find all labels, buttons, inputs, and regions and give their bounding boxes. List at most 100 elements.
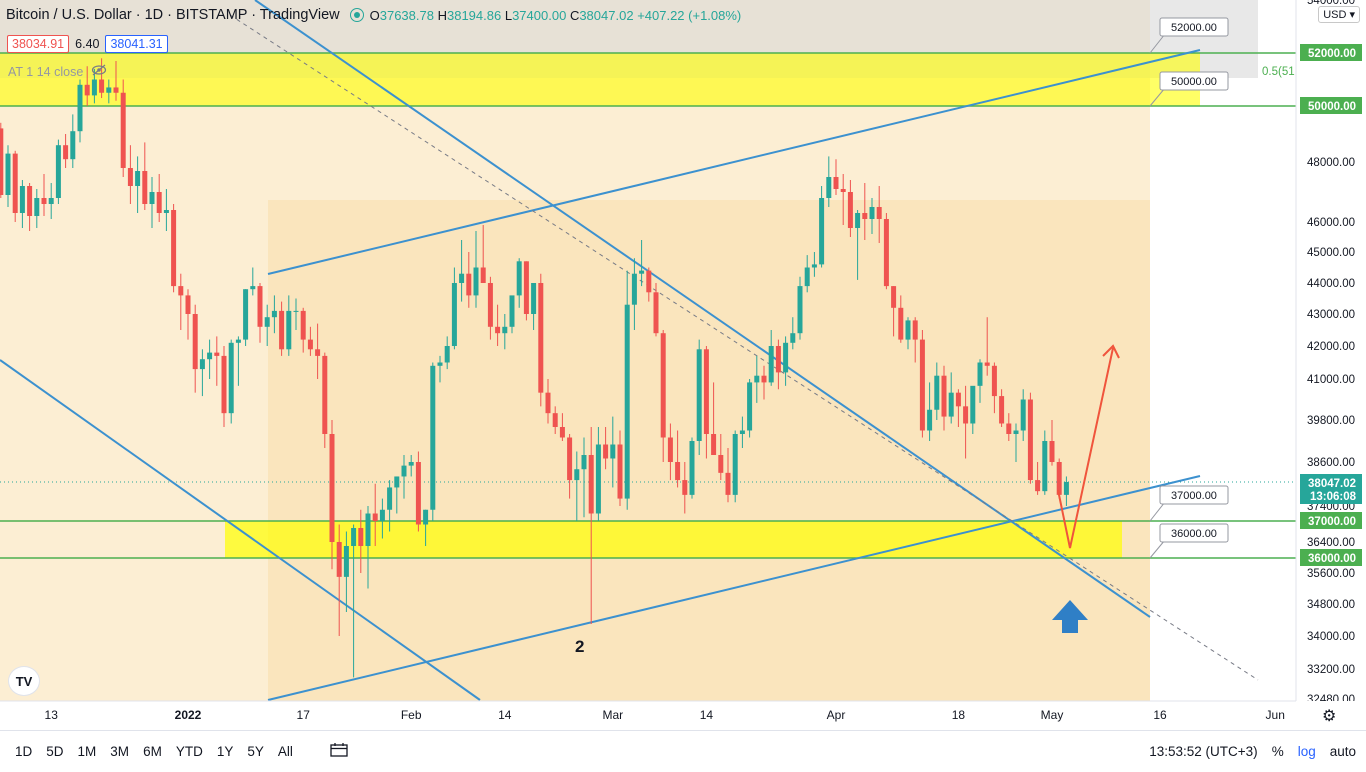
candlestick-chart[interactable]: 2152000.0050000.0037000.0036000.000.5(51… [0, 0, 1366, 730]
candle-body [322, 355, 328, 434]
candle-body [718, 455, 724, 473]
candle-body [1027, 399, 1033, 481]
candle-body [574, 469, 580, 481]
timeframe-1m[interactable]: 1M [77, 744, 97, 759]
candle-body [300, 310, 306, 340]
candle-body [977, 362, 983, 386]
timeframe-1d[interactable]: 1D [15, 744, 33, 759]
callout-leader-52000 [1149, 33, 1166, 54]
candle-body [847, 192, 853, 228]
candle-body [415, 462, 421, 525]
candle-body [747, 382, 753, 431]
candle-body [487, 283, 493, 327]
candle-body [970, 385, 976, 424]
candle-body [1063, 482, 1069, 495]
upper-channel-line [267, 49, 1201, 275]
candle-body [264, 317, 270, 327]
auto-toggle[interactable]: auto [1329, 744, 1356, 759]
timeframe-5y[interactable]: 5Y [247, 744, 264, 759]
candle-body [941, 375, 947, 417]
x-tick-label: 14 [700, 708, 714, 722]
candle-body [869, 207, 875, 219]
candle-body [682, 480, 688, 495]
calendar-range-icon[interactable] [330, 743, 348, 760]
level-tag-text-37000: 37000.00 [1308, 516, 1356, 528]
candle-body [790, 333, 796, 343]
projection-arrowhead [1102, 344, 1120, 359]
candle-body [797, 286, 803, 334]
currency-selector[interactable]: USD ▾ [1318, 6, 1360, 23]
candle-body [163, 210, 169, 213]
sell-button[interactable]: 38034.91 [7, 35, 70, 53]
candle-body [495, 326, 501, 334]
candle-body [466, 273, 472, 296]
buy-button[interactable]: 38041.31 [105, 35, 168, 53]
price-axis-bg [1296, 0, 1366, 701]
wave-label-2: 2 [575, 637, 584, 656]
candle-body [351, 528, 357, 546]
candle-body [538, 283, 544, 393]
percent-toggle[interactable]: % [1271, 744, 1284, 759]
candle-body [516, 261, 522, 296]
candle-body [653, 292, 659, 334]
candle-body [523, 261, 529, 314]
candle-body [502, 326, 508, 334]
change-value: +407.22 (+1.08%) [637, 7, 742, 23]
y-tick-label: 34800.00 [1307, 599, 1355, 611]
timeframe-all[interactable]: All [277, 744, 293, 759]
candle-body [243, 289, 249, 340]
candle-body [999, 396, 1005, 424]
log-toggle[interactable]: log [1297, 744, 1316, 759]
candle-body [156, 192, 162, 213]
x-tick-label: 2022 [175, 708, 202, 722]
clock[interactable]: 13:53:52 (UTC+3) [1149, 744, 1258, 759]
callout-text-36000: 36000.00 [1171, 528, 1217, 540]
symbol-title[interactable]: Bitcoin / U.S. Dollar · 1D · BITSTAMP · … [6, 7, 340, 23]
candle-body [286, 310, 292, 350]
timeframe-6m[interactable]: 6M [143, 744, 162, 759]
candle-body [77, 84, 83, 132]
candle-body [1049, 441, 1055, 462]
candle-body [610, 444, 616, 459]
tradingview-logo[interactable]: TV [8, 666, 40, 696]
y-tick-label: 41000.00 [1307, 374, 1355, 386]
gear-icon[interactable]: ⚙ [1322, 708, 1337, 725]
candle-body [113, 87, 119, 93]
candle-body [840, 189, 846, 192]
y-tick-label: 54000.00 [1307, 0, 1355, 7]
timeframe-5d[interactable]: 5D [46, 744, 64, 759]
candle-body [1035, 480, 1041, 492]
candle-body [228, 342, 234, 414]
candle-body [430, 365, 436, 510]
candle-body [473, 267, 479, 296]
candle-body [567, 437, 573, 481]
candle-body [279, 310, 285, 350]
timeframe-ytd[interactable]: YTD [175, 744, 203, 759]
timeframe-3m[interactable]: 3M [110, 744, 130, 759]
x-tick-label: Jun [1266, 708, 1285, 722]
y-tick-label: 44000.00 [1307, 278, 1355, 290]
candle-body [1042, 441, 1048, 492]
candle-body [235, 339, 241, 343]
eye-crossed-icon[interactable] [91, 64, 107, 79]
resistance-zone [0, 53, 1200, 106]
candle-body [307, 339, 313, 350]
last-price-tag [1300, 474, 1362, 504]
time-axis-bg [0, 701, 1366, 730]
callout-box-36000 [1159, 523, 1229, 543]
falling-trend-line [254, 0, 1151, 618]
candle-body [991, 365, 997, 397]
candle-body [639, 270, 645, 274]
callout-leader-36000 [1149, 539, 1166, 559]
candle-body [876, 207, 882, 219]
y-tick-label: 48000.00 [1307, 157, 1355, 169]
timeframe-1y[interactable]: 1Y [216, 744, 234, 759]
candle-body [70, 131, 76, 160]
candle-body [34, 198, 40, 216]
candle-body [891, 286, 897, 308]
candle-body [451, 283, 457, 346]
candle-body [192, 314, 198, 370]
candle-body [955, 392, 961, 407]
market-open-icon [349, 8, 364, 22]
indicator-legend[interactable]: AT 1 14 close [8, 64, 107, 79]
